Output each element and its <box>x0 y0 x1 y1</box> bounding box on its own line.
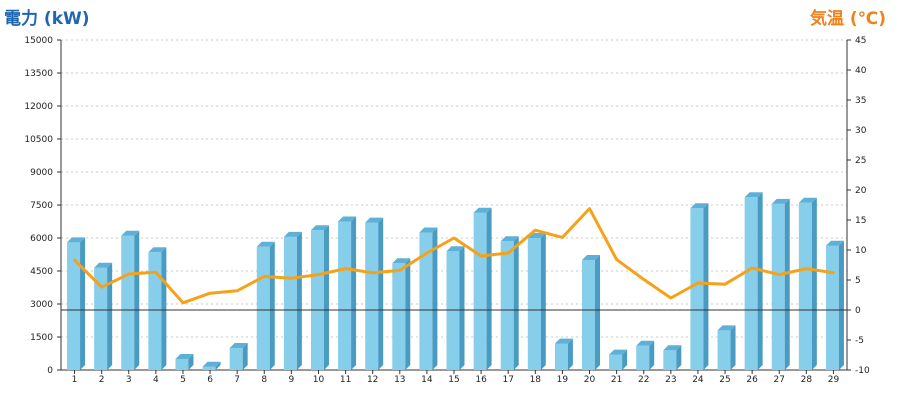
left-tick-label: 1500 <box>30 333 53 343</box>
temperature-line <box>73 207 835 305</box>
x-tick-label: 19 <box>557 375 569 385</box>
right-axis-title: 気温 (℃) <box>809 9 886 29</box>
x-tick-label: 17 <box>502 375 513 385</box>
bar <box>419 227 438 370</box>
right-tick-label: 45 <box>855 36 866 46</box>
x-tick-label: 9 <box>289 375 295 385</box>
bar <box>338 216 357 370</box>
right-tick-label: 30 <box>855 126 867 136</box>
bar <box>825 240 844 370</box>
right-tick-label: 40 <box>855 66 867 76</box>
x-tick-label: 26 <box>746 375 758 385</box>
bar <box>310 225 329 370</box>
right-tick-label: -10 <box>855 366 870 376</box>
bar <box>256 241 275 370</box>
x-tick-label: 1 <box>72 375 78 385</box>
x-tick-label: 15 <box>448 375 459 385</box>
left-tick-label: 10500 <box>24 135 53 145</box>
x-tick-label: 24 <box>692 375 704 385</box>
bar <box>392 258 411 370</box>
x-tick-label: 10 <box>313 375 325 385</box>
bar <box>690 203 709 370</box>
bar <box>229 343 248 370</box>
left-tick-label: 6000 <box>30 234 53 244</box>
bar <box>283 231 302 370</box>
x-tick-label: 16 <box>475 375 487 385</box>
bar <box>636 340 655 370</box>
bar <box>582 255 601 370</box>
bar <box>175 354 194 370</box>
bar <box>473 207 492 370</box>
x-tick-label: 22 <box>638 375 649 385</box>
left-tick-label: 4500 <box>30 267 53 277</box>
x-tick-label: 4 <box>153 375 159 385</box>
x-tick-label: 25 <box>719 375 730 385</box>
x-tick-label: 12 <box>367 375 378 385</box>
x-tick-label: 7 <box>234 375 240 385</box>
bar <box>717 325 736 370</box>
bar <box>67 237 86 370</box>
right-tick-label: 20 <box>855 186 867 196</box>
left-tick-label: 15000 <box>24 36 53 46</box>
bar <box>121 230 140 370</box>
x-tick-label: 27 <box>774 375 785 385</box>
x-tick-label: 8 <box>261 375 267 385</box>
left-tick-label: 0 <box>47 366 53 376</box>
x-tick-label: 13 <box>394 375 405 385</box>
x-tick-label: 14 <box>421 375 433 385</box>
left-axis-title: 電力 (kW) <box>4 9 90 29</box>
bar <box>148 247 167 370</box>
right-tick-label: -5 <box>855 336 864 346</box>
x-tick-label: 6 <box>207 375 213 385</box>
right-tick-label: 15 <box>855 216 866 226</box>
bar <box>202 361 221 370</box>
right-tick-label: 0 <box>855 306 861 316</box>
x-tick-label: 29 <box>828 375 840 385</box>
right-tick-label: 25 <box>855 156 866 166</box>
x-tick-label: 18 <box>530 375 542 385</box>
x-tick-label: 11 <box>340 375 351 385</box>
x-tick-label: 21 <box>611 375 622 385</box>
right-tick-label: 10 <box>855 246 867 256</box>
bar <box>94 262 113 370</box>
bar <box>663 345 682 370</box>
x-tick-label: 28 <box>801 375 813 385</box>
left-tick-label: 7500 <box>30 201 53 211</box>
x-tick-label: 20 <box>584 375 596 385</box>
x-tick-label: 3 <box>126 375 132 385</box>
right-tick-label: 35 <box>855 96 866 106</box>
left-tick-label: 3000 <box>30 300 53 310</box>
bar <box>446 246 465 370</box>
x-tick-label: 23 <box>665 375 676 385</box>
left-tick-label: 13500 <box>24 69 53 79</box>
bar <box>771 198 790 370</box>
bar <box>554 338 573 370</box>
x-tick-label: 2 <box>99 375 105 385</box>
bar <box>500 236 519 370</box>
bar <box>798 197 817 370</box>
bar <box>527 233 546 370</box>
x-tick-label: 5 <box>180 375 186 385</box>
right-tick-label: 5 <box>855 276 861 286</box>
left-tick-label: 9000 <box>30 168 53 178</box>
bar <box>744 192 763 370</box>
left-tick-label: 12000 <box>24 102 53 112</box>
bar <box>609 349 628 370</box>
bar <box>365 217 384 370</box>
